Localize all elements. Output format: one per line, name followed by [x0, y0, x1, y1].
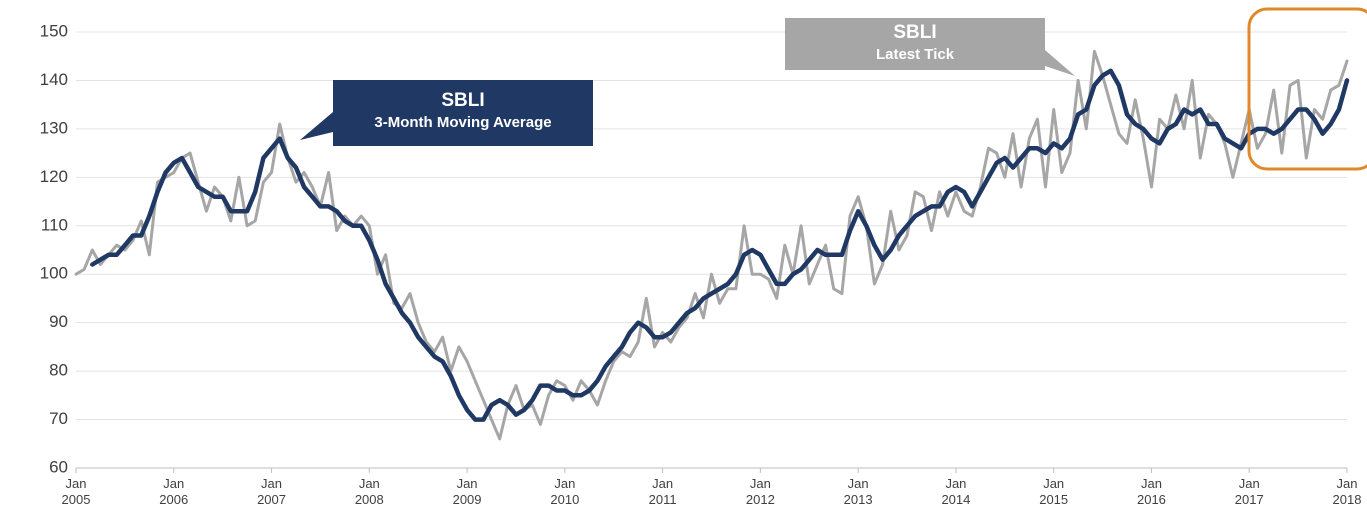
y-tick-label: 90	[49, 312, 68, 331]
x-tick-label: Jan 2007	[257, 476, 286, 507]
y-tick-label: 150	[40, 21, 68, 40]
x-tick-label: Jan 2018	[1332, 476, 1362, 507]
callout-pointer	[300, 112, 333, 140]
callout-box	[785, 18, 1045, 70]
x-tick-label: Jan 2005	[61, 476, 91, 507]
line-series	[90, 68, 1350, 422]
y-tick-label: 80	[49, 361, 68, 380]
x-tick-label: Jan 2008	[354, 476, 384, 507]
x-tick-label: Jan 2014	[941, 476, 971, 507]
callout-box	[333, 80, 593, 146]
y-tick-label: 60	[49, 457, 68, 476]
callout: SBLI Latest Tick	[785, 21, 1045, 65]
y-tick-label: 100	[40, 264, 68, 283]
line-series	[74, 49, 1349, 441]
x-tick-label: Jan 2012	[745, 476, 775, 507]
y-tick-label: 130	[40, 118, 68, 137]
y-tick-label: 110	[41, 215, 68, 234]
callout: SBLI 3-Month Moving Average	[333, 89, 593, 133]
highlight-box	[1247, 7, 1367, 171]
x-tick-label: Jan 2017	[1234, 476, 1264, 507]
x-tick-label: Jan 2016	[1136, 476, 1166, 507]
callout-pointer	[1045, 50, 1075, 76]
x-tick-label: Jan 2010	[550, 476, 580, 507]
x-tick-label: Jan 2011	[648, 476, 677, 507]
callout-subtitle: Latest Tick	[875, 46, 955, 63]
callout-title: SBLI	[893, 22, 937, 43]
x-tick-label: Jan 2015	[1039, 476, 1069, 507]
y-tick-label: 70	[49, 409, 68, 428]
x-tick-label: Jan 2009	[452, 476, 482, 507]
x-tick-label: Jan 2006	[159, 476, 189, 507]
callout-title: SBLI	[441, 90, 485, 111]
y-tick-label: 120	[40, 167, 68, 186]
x-tick-label: Jan 2013	[843, 476, 873, 507]
y-tick-label: 140	[40, 70, 68, 89]
callout-subtitle: 3-Month Moving Average	[374, 114, 552, 131]
